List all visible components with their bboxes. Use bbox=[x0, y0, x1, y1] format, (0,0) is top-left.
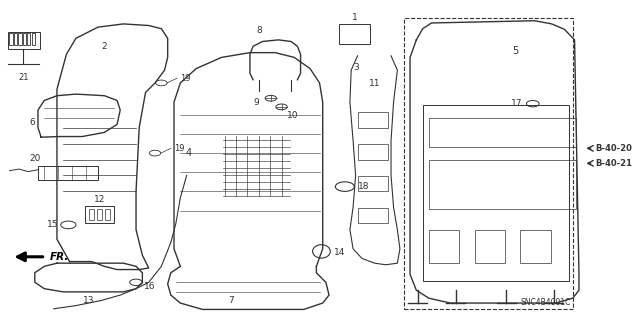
Bar bbox=[358, 144, 388, 160]
Text: 3: 3 bbox=[353, 63, 359, 72]
Text: B-40-21: B-40-21 bbox=[595, 159, 632, 168]
Text: 19: 19 bbox=[180, 74, 191, 83]
Text: 16: 16 bbox=[144, 282, 156, 291]
Text: 1: 1 bbox=[351, 13, 357, 22]
Text: 12: 12 bbox=[94, 195, 106, 204]
Bar bbox=[358, 176, 388, 191]
Text: 9: 9 bbox=[253, 98, 259, 107]
Bar bbox=[23, 33, 26, 45]
Bar bbox=[339, 24, 369, 44]
Text: 11: 11 bbox=[369, 79, 380, 88]
Text: 17: 17 bbox=[511, 99, 522, 108]
Bar bbox=[8, 32, 40, 49]
Text: 8: 8 bbox=[257, 26, 262, 35]
Bar bbox=[10, 33, 13, 45]
Text: 20: 20 bbox=[29, 154, 40, 163]
Bar bbox=[14, 33, 17, 45]
Text: SNC4B4001C: SNC4B4001C bbox=[520, 298, 571, 307]
Bar bbox=[429, 160, 576, 209]
Text: 19: 19 bbox=[174, 144, 184, 153]
Bar bbox=[429, 230, 460, 263]
Bar bbox=[88, 209, 93, 220]
Bar bbox=[85, 206, 114, 223]
Text: 7: 7 bbox=[228, 296, 234, 305]
Bar bbox=[422, 105, 570, 281]
Bar bbox=[105, 209, 110, 220]
Bar bbox=[404, 18, 573, 309]
Text: 2: 2 bbox=[102, 42, 108, 51]
Text: 21: 21 bbox=[18, 73, 29, 82]
Text: 18: 18 bbox=[358, 182, 369, 191]
Bar bbox=[358, 208, 388, 223]
Text: 13: 13 bbox=[83, 296, 94, 305]
Text: 14: 14 bbox=[334, 248, 346, 256]
Text: 10: 10 bbox=[287, 111, 298, 120]
Bar bbox=[38, 166, 98, 180]
Bar bbox=[19, 33, 22, 45]
Text: 15: 15 bbox=[47, 220, 58, 229]
Text: FR.: FR. bbox=[49, 252, 68, 262]
Text: B-40-20: B-40-20 bbox=[595, 144, 632, 153]
Bar bbox=[97, 209, 102, 220]
Bar bbox=[358, 112, 388, 128]
Text: 4: 4 bbox=[186, 148, 191, 158]
Bar bbox=[520, 230, 550, 263]
Bar bbox=[475, 230, 505, 263]
Text: 5: 5 bbox=[513, 46, 519, 56]
Bar bbox=[429, 118, 576, 147]
Text: 6: 6 bbox=[29, 118, 35, 127]
Bar bbox=[28, 33, 30, 45]
Bar bbox=[31, 33, 35, 45]
